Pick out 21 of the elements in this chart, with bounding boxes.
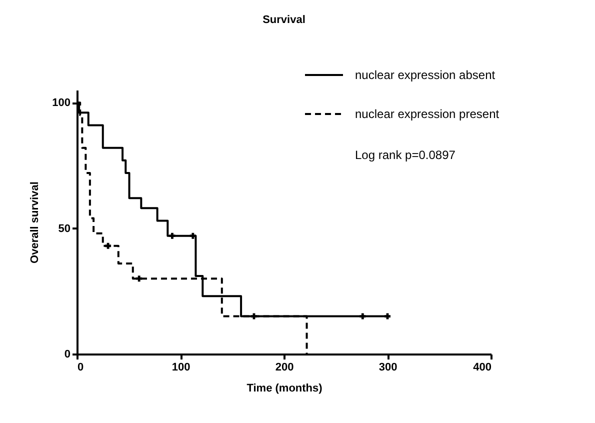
- legend-label: nuclear expression absent: [355, 68, 496, 82]
- annotation: Log rank p=0.0897: [355, 148, 456, 162]
- x-tick-label: 0: [78, 362, 84, 374]
- y-tick-label: 50: [58, 222, 70, 235]
- point: [169, 232, 176, 239]
- x-tick-label: 200: [275, 362, 294, 374]
- y-tick-label: 100: [52, 97, 70, 110]
- x-tick-label: 300: [378, 362, 398, 374]
- x-tick-label: 400: [473, 362, 492, 374]
- x-tick-label: 100: [172, 362, 190, 374]
- chart-title: Survival: [262, 14, 306, 26]
- point: [360, 313, 366, 320]
- point: [190, 232, 196, 239]
- y-tick-label: 0: [64, 348, 70, 360]
- point: [105, 242, 112, 249]
- point: [136, 276, 142, 282]
- point: [250, 313, 257, 320]
- y-axis-title: Overall survival: [29, 182, 42, 264]
- legend-label: nuclear expression present: [355, 107, 500, 121]
- x-axis-title: Time (months): [246, 382, 323, 394]
- point: [384, 313, 390, 320]
